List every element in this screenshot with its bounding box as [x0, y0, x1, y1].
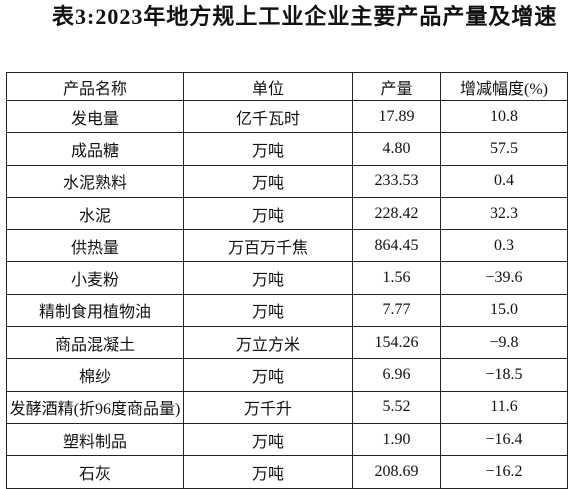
- table-cell: 精制食用植物油: [6, 293, 184, 328]
- header-cell: 单位: [183, 72, 353, 101]
- table-cell: 1.90: [352, 422, 441, 457]
- table-cell: 万吨: [183, 261, 353, 295]
- table-cell: 万吨: [183, 164, 353, 198]
- table-cell: 208.69: [352, 455, 441, 489]
- table-cell: 57.5: [440, 132, 568, 166]
- table-cell: 0.4: [440, 164, 568, 198]
- table-body: 发电量 亿千瓦时 17.89 10.8 成品糖 万吨 4.80 57.5 水泥熟料 万吨 233.5…: [6, 99, 568, 489]
- table-cell: 石灰: [6, 455, 184, 489]
- table-cell: 小麦粉: [6, 261, 184, 295]
- table-row: 商品混凝土 万立方米 154.26 −9.8: [6, 326, 568, 360]
- header-cell: 产量: [352, 72, 441, 101]
- table-cell: 6.96: [352, 358, 441, 392]
- table-cell: 万吨: [183, 196, 353, 231]
- table-cell: −16.2: [440, 455, 568, 489]
- table-row: 供热量 万百万千焦 864.45 0.3: [6, 229, 568, 263]
- table-row: 塑料制品 万吨 1.90 −16.4: [6, 422, 568, 457]
- table-cell: 万吨: [183, 422, 353, 457]
- table-cell: 供热量: [6, 229, 184, 263]
- table-cell: 0.3: [440, 229, 568, 263]
- table-row: 小麦粉 万吨 1.56 −39.6: [6, 261, 568, 295]
- table-cell: 17.89: [352, 99, 441, 134]
- table-cell: 万吨: [183, 358, 353, 392]
- title: 表3:2023年地方规上工业企业主要产品产量及增速: [52, 4, 558, 29]
- table-row: 石灰 万吨 208.69 −16.2: [6, 455, 568, 489]
- table-cell: 万千升: [183, 390, 353, 424]
- table: 产品名称 单位 产量 增减幅度(%) 发电量 亿千瓦时 17.89 10.8 成品糖 万吨 4.8…: [6, 72, 568, 489]
- table-cell: 水泥熟料: [6, 164, 184, 198]
- table-row: 水泥 万吨 228.42 32.3: [6, 196, 568, 231]
- table-cell: 成品糖: [6, 132, 184, 166]
- table-cell: 发酵酒精(折96度商品量): [6, 390, 184, 424]
- table-cell: 万吨: [183, 132, 353, 166]
- table-row: 棉纱 万吨 6.96 −18.5: [6, 358, 568, 392]
- table-cell: 4.80: [352, 132, 441, 166]
- table-cell: 商品混凝土: [6, 326, 184, 360]
- table-cell: 15.0: [440, 293, 568, 328]
- table-cell: 11.6: [440, 390, 568, 424]
- table-cell: 228.42: [352, 196, 441, 231]
- table-cell: −18.5: [440, 358, 568, 392]
- table-row: 水泥熟料 万吨 233.53 0.4: [6, 164, 568, 198]
- table-cell: −39.6: [440, 261, 568, 295]
- header-row: 产品名称 单位 产量 增减幅度(%): [6, 72, 568, 101]
- table-cell: 5.52: [352, 390, 441, 424]
- table-cell: 万吨: [183, 455, 353, 489]
- table-cell: 发电量: [6, 99, 184, 134]
- table-cell: 1.56: [352, 261, 441, 295]
- header-cell: 产品名称: [6, 72, 184, 101]
- table-cell: 万立方米: [183, 326, 353, 360]
- table-cell: 154.26: [352, 326, 441, 360]
- table-cell: 864.45: [352, 229, 441, 263]
- table-row: 发酵酒精(折96度商品量) 万千升 5.52 11.6: [6, 390, 568, 424]
- table-row: 精制食用植物油 万吨 7.77 15.0: [6, 293, 568, 328]
- table-cell: 棉纱: [6, 358, 184, 392]
- table-cell: 万百万千焦: [183, 229, 353, 263]
- table-cell: 万吨: [183, 293, 353, 328]
- table-cell: 塑料制品: [6, 422, 184, 457]
- table-cell: −9.8: [440, 326, 568, 360]
- header-cell: 增减幅度(%): [440, 72, 568, 101]
- table-cell: 7.77: [352, 293, 441, 328]
- table-cell: 水泥: [6, 196, 184, 231]
- table-cell: 亿千瓦时: [183, 99, 353, 134]
- table-cell: 10.8: [440, 99, 568, 134]
- table-row: 成品糖 万吨 4.80 57.5: [6, 132, 568, 166]
- table-cell: −16.4: [440, 422, 568, 457]
- table-row: 发电量 亿千瓦时 17.89 10.8: [6, 99, 568, 134]
- table-cell: 32.3: [440, 196, 568, 231]
- table-cell: 233.53: [352, 164, 441, 198]
